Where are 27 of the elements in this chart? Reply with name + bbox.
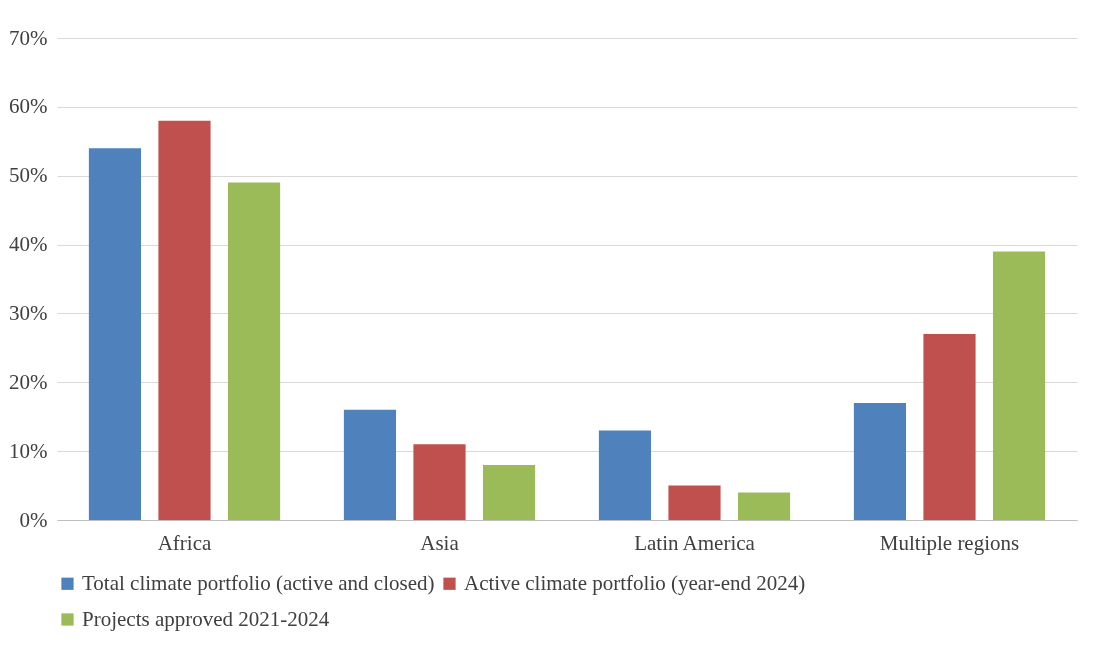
- y-tick-label: 30%: [9, 300, 48, 325]
- y-tick-label: 70%: [9, 25, 48, 50]
- x-tick-label: Asia: [420, 530, 460, 555]
- y-tick-label: 20%: [9, 369, 48, 394]
- y-tick-label: 50%: [9, 163, 48, 188]
- bar: [598, 430, 652, 520]
- bar: [227, 182, 281, 520]
- bar: [853, 402, 907, 520]
- legend-label: Active climate portfolio (year-end 2024): [464, 570, 806, 595]
- bar: [668, 485, 721, 520]
- x-tick-label: Latin America: [634, 530, 756, 555]
- bar: [482, 464, 536, 520]
- bar: [992, 251, 1046, 520]
- y-tick-label: 10%: [9, 438, 48, 463]
- bar: [737, 492, 791, 520]
- bar: [413, 444, 466, 520]
- bar: [343, 409, 397, 520]
- y-tick-label: 40%: [9, 232, 48, 257]
- y-tick-label: 60%: [9, 94, 48, 119]
- y-tick-label: 0%: [19, 507, 48, 532]
- legend-label: Total climate portfolio (active and closed): [82, 570, 435, 595]
- legend-label: Projects approved 2021-2024: [82, 606, 330, 631]
- bar: [923, 334, 976, 520]
- bar: [158, 120, 211, 520]
- bar: [88, 148, 142, 520]
- x-tick-label: Africa: [157, 530, 212, 555]
- x-tick-label: Multiple regions: [879, 530, 1020, 555]
